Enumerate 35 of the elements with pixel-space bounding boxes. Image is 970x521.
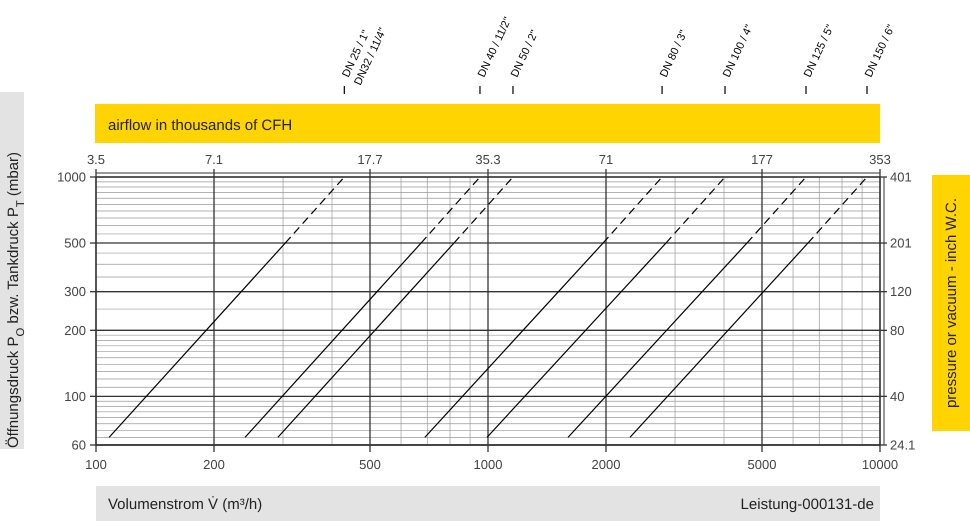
- x-tick-label: 100: [85, 457, 107, 472]
- text: DN 80 / 3": [658, 28, 690, 80]
- text: 71: [598, 152, 614, 167]
- text: 201: [890, 236, 912, 251]
- y-tick-label: 500: [64, 236, 86, 251]
- y2-axis-title: pressure or vacuum - inch W.C.: [943, 198, 960, 408]
- x2-axis-title: airflow in thousands of CFH: [108, 117, 292, 134]
- text: 177: [751, 152, 773, 167]
- text: DN 125 / 5": [802, 22, 837, 80]
- text: 120: [890, 284, 912, 300]
- text: DN 150 / 6": [862, 22, 898, 80]
- x-tick-label: 5000: [748, 457, 776, 472]
- x-tick-label: 500: [359, 457, 381, 472]
- x-tick-label: 1000: [474, 457, 502, 472]
- text: 24.1: [890, 438, 916, 452]
- text: 17.7: [357, 152, 383, 167]
- y-tick-label: 100: [64, 388, 86, 404]
- x-tick-label: 2000: [592, 457, 620, 472]
- text: DN 100 / 4": [720, 22, 756, 80]
- text: DN 50 / 2": [508, 28, 542, 80]
- y-tick-label: 200: [64, 322, 86, 338]
- text: Leistung-000131-de: [740, 496, 874, 513]
- text: 7.1: [204, 152, 224, 167]
- text: 35.3: [475, 152, 501, 167]
- y-tick-label: 60: [72, 438, 86, 452]
- text: 3.5: [86, 152, 106, 167]
- text: 401: [890, 170, 912, 184]
- x-tick-label: 10000: [862, 457, 898, 472]
- y-tick-label: 1000: [57, 170, 86, 184]
- x-axis-title: Volumenstrom V̇ (m³/h): [108, 496, 262, 513]
- y-tick-label: 300: [64, 284, 86, 300]
- text: 80: [890, 322, 904, 338]
- text: 353: [869, 152, 891, 167]
- text: 40: [890, 388, 904, 404]
- x-tick-label: 200: [203, 457, 225, 472]
